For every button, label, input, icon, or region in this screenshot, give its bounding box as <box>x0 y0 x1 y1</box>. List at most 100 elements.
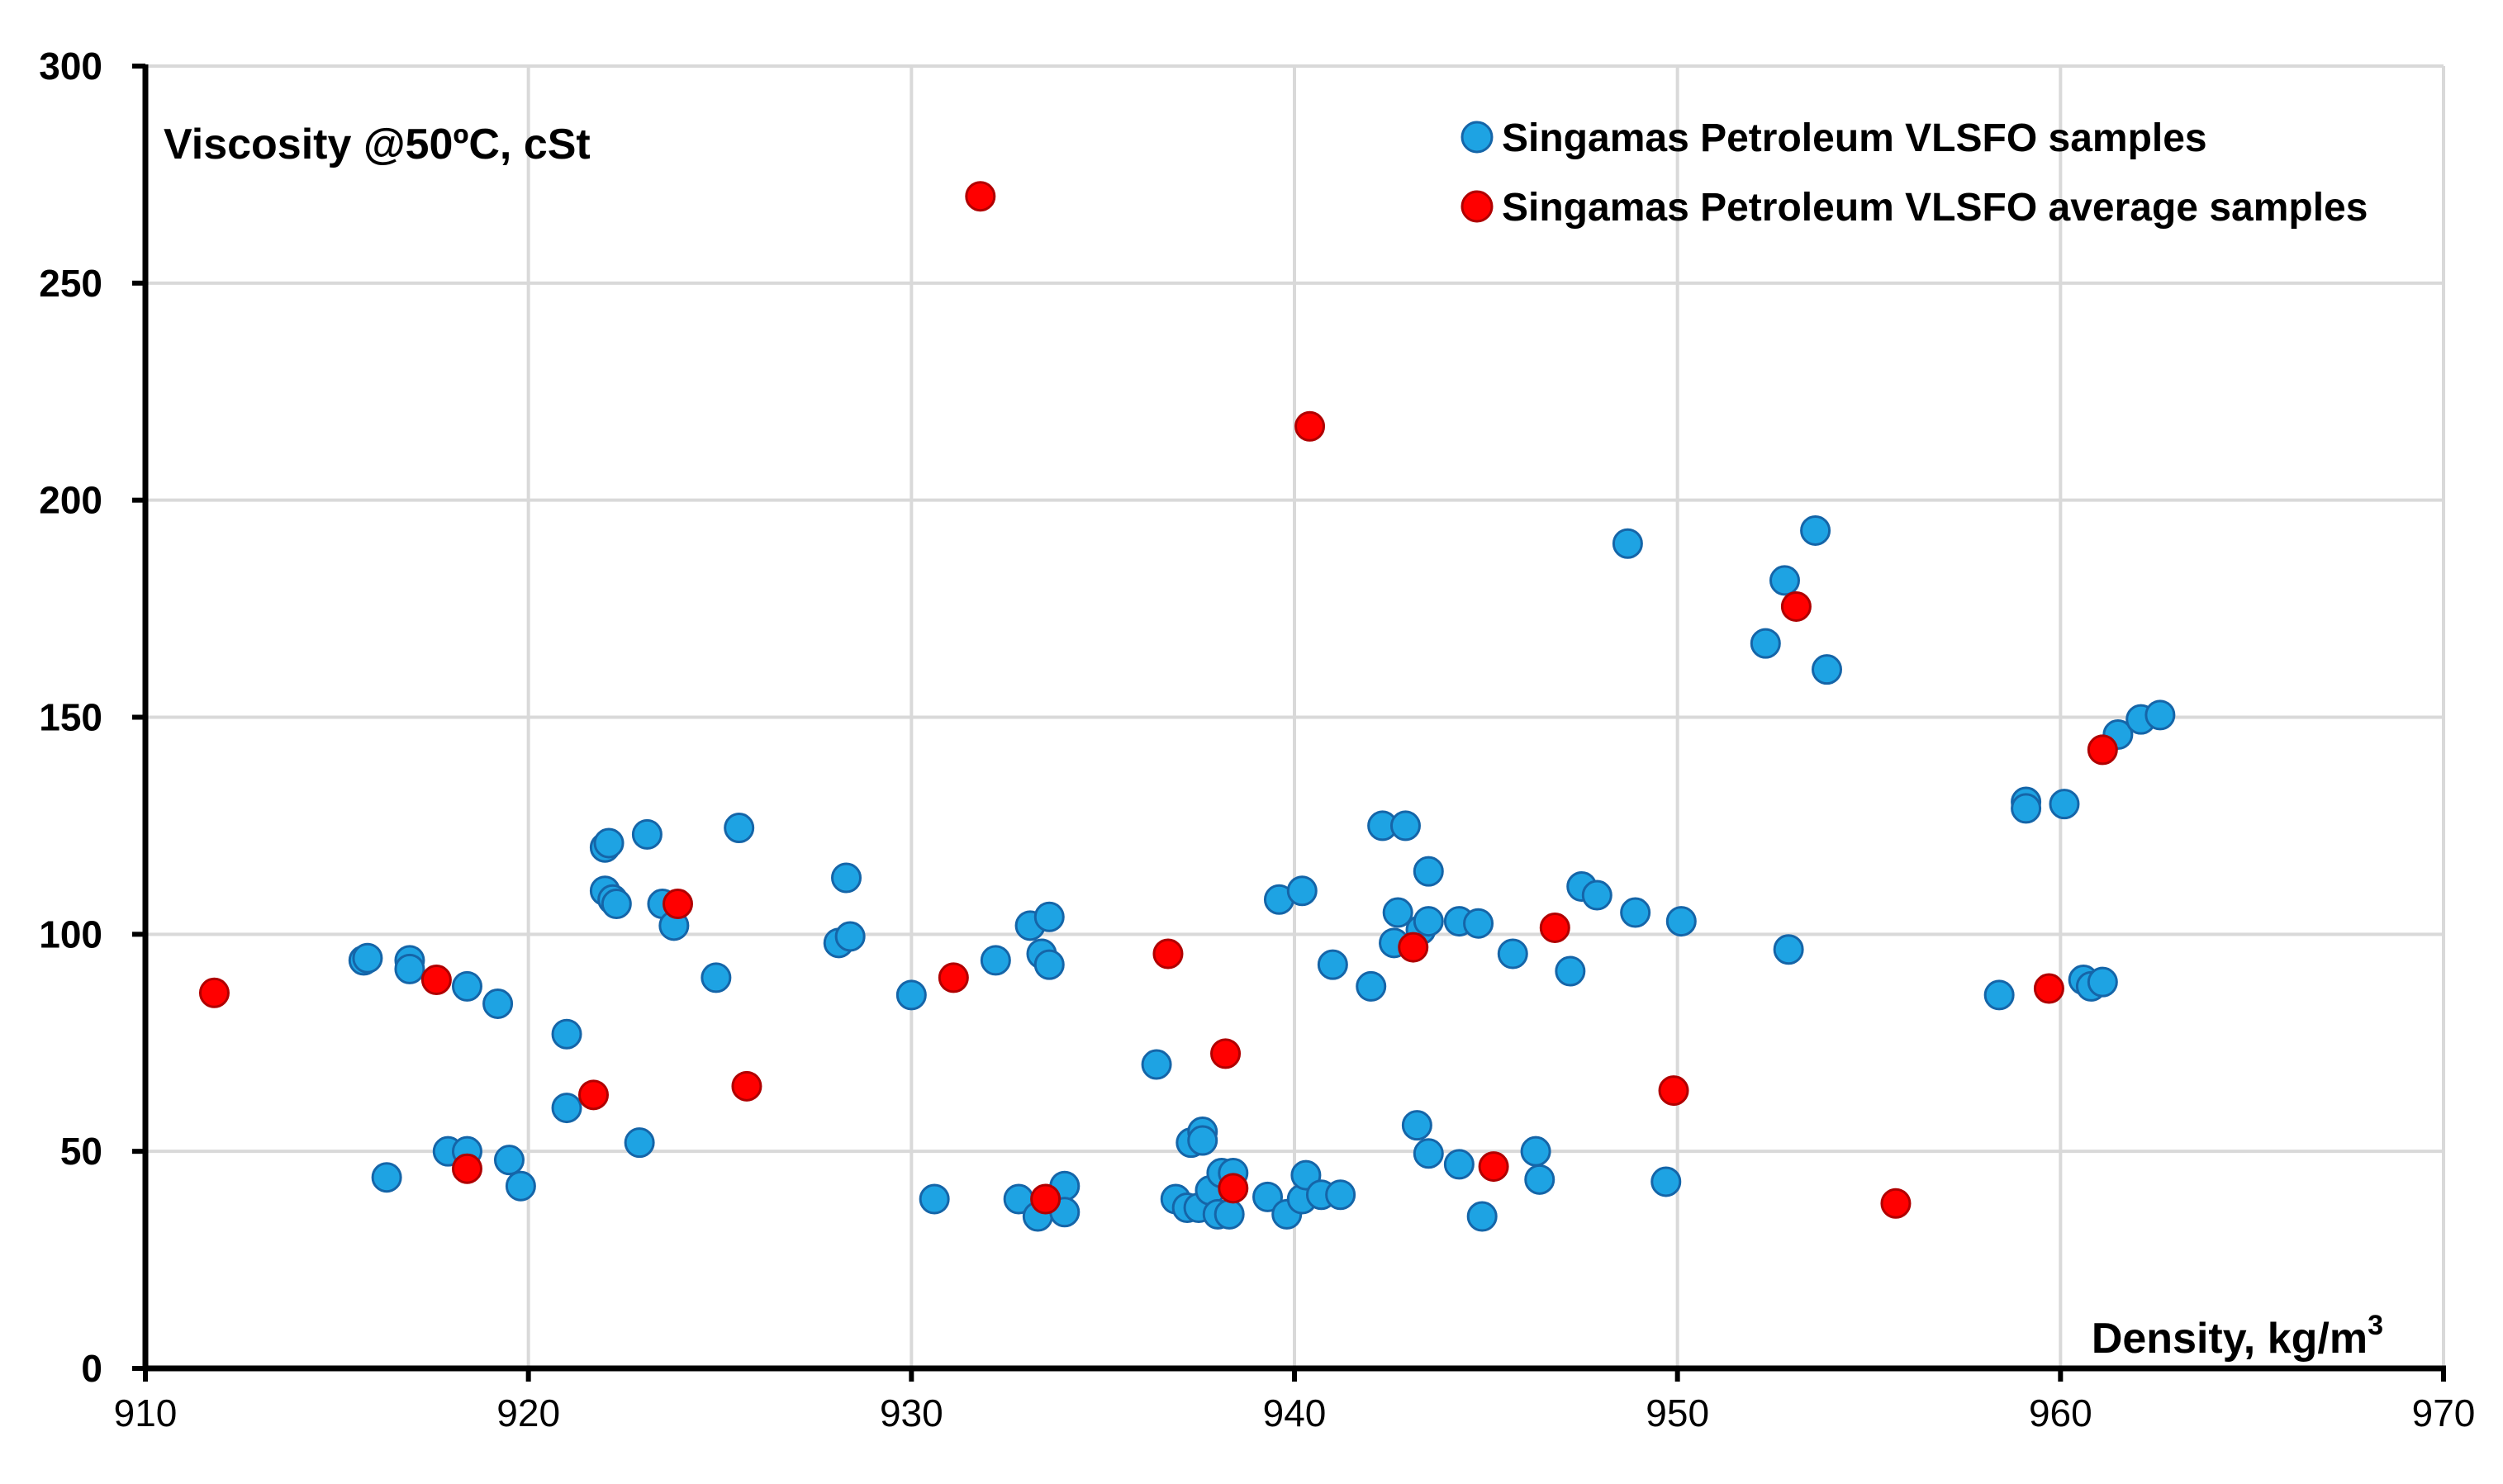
sample-point <box>2087 966 2118 998</box>
average-sample-point <box>731 1070 762 1102</box>
sample-point <box>834 921 866 952</box>
legend-label-average: Singamas Petroleum VLSFO average samples <box>1502 186 2368 230</box>
sample-point <box>2011 793 2042 824</box>
sample-point <box>1214 1198 1245 1230</box>
sample-point <box>451 970 482 1002</box>
sample-point <box>2049 789 2080 820</box>
grid <box>145 64 2445 1368</box>
y-tick-label: 100 <box>39 913 102 955</box>
x-axis-title-text: Density, kg/m <box>2092 1315 2368 1363</box>
sample-point <box>601 889 632 920</box>
sample-point <box>1750 628 1781 659</box>
average-sample-point <box>965 181 996 212</box>
sample-point <box>1413 856 1444 887</box>
sample-point <box>624 1127 655 1159</box>
average-sample-point <box>451 1153 482 1184</box>
sample-point <box>831 862 862 894</box>
tick-labels: 0 50 100 150 200 250 300 910 920 930 940 950 960 970 <box>39 45 2475 1434</box>
average-sample-point <box>577 1079 609 1111</box>
sample-point <box>493 1145 525 1176</box>
sample-point <box>631 818 663 850</box>
sample-point <box>1286 875 1318 907</box>
sample-point <box>1581 879 1612 911</box>
sample-point <box>551 1018 582 1050</box>
axes <box>132 64 2446 1382</box>
sample-point <box>1356 970 1387 1002</box>
sample-point <box>919 1183 950 1215</box>
sample-point <box>1773 934 1804 965</box>
y-tick-label: 50 <box>60 1130 102 1173</box>
average-sample-point <box>1658 1075 1689 1107</box>
y-axis-title: Viscosity @50ºC, cSt <box>164 121 591 168</box>
sample-point <box>551 1093 582 1124</box>
average-sample-point <box>420 965 452 996</box>
sample-point <box>1141 1049 1172 1080</box>
sample-point <box>394 953 425 984</box>
legend-marker-samples <box>1460 121 1494 154</box>
sample-point <box>371 1162 402 1193</box>
average-sample-point <box>1398 932 1429 963</box>
x-tick-label: 970 <box>2412 1392 2476 1434</box>
average-sample-point <box>1780 590 1812 622</box>
sample-point <box>980 945 1011 976</box>
average-sample-point <box>1210 1038 1242 1069</box>
sample-point <box>1466 1201 1498 1232</box>
sample-point <box>701 962 732 993</box>
sample-point <box>1665 906 1697 937</box>
x-tick-label: 940 <box>1263 1392 1327 1434</box>
sample-point <box>1382 897 1413 928</box>
sample-point <box>1317 949 1348 980</box>
average-sample-point <box>1478 1151 1509 1183</box>
sample-point <box>1463 908 1494 939</box>
average-sample-point <box>2087 734 2118 766</box>
sample-point <box>1033 901 1065 932</box>
sample-point <box>352 942 383 974</box>
sample-point <box>505 1170 536 1202</box>
average-sample-point <box>198 977 230 1008</box>
x-tick-label: 930 <box>880 1392 943 1434</box>
legend: Singamas Petroleum VLSFO samples Singama… <box>1460 116 2368 230</box>
sample-point <box>1769 565 1800 596</box>
x-tick-label: 910 <box>114 1392 178 1434</box>
sample-point <box>1187 1125 1218 1156</box>
average-sample-point <box>938 962 969 993</box>
average-sample-point <box>1294 410 1326 442</box>
sample-point <box>2144 699 2176 731</box>
sample-point <box>1497 938 1528 970</box>
data-points <box>198 181 2176 1232</box>
sample-point <box>1650 1166 1682 1197</box>
sample-point <box>1325 1179 1356 1211</box>
x-tick-label: 920 <box>496 1392 560 1434</box>
sample-point <box>1811 654 1842 685</box>
y-tick-label: 300 <box>39 45 102 88</box>
average-sample-point <box>1030 1183 1062 1215</box>
y-tick-label: 250 <box>39 262 102 305</box>
sample-point <box>1620 897 1651 928</box>
average-sample-point <box>1880 1188 1912 1219</box>
sample-point <box>1983 979 2015 1011</box>
sample-point <box>1612 528 1643 559</box>
sample-point <box>724 813 755 844</box>
sample-point <box>1389 810 1421 842</box>
x-tick-label: 950 <box>1646 1392 1709 1434</box>
y-tick-label: 0 <box>81 1347 102 1390</box>
y-tick-label: 200 <box>39 479 102 522</box>
sample-point <box>1555 955 1586 987</box>
sample-point <box>1252 1181 1284 1212</box>
y-tick-label: 150 <box>39 696 102 739</box>
legend-marker-average <box>1460 190 1494 223</box>
sample-point <box>1401 1110 1432 1141</box>
average-sample-point <box>2033 973 2064 1004</box>
sample-point <box>593 827 625 859</box>
legend-label-samples: Singamas Petroleum VLSFO samples <box>1502 116 2207 160</box>
sample-point <box>1413 1138 1444 1169</box>
sample-point <box>1443 1149 1475 1180</box>
average-sample-point <box>1218 1173 1249 1204</box>
sample-point <box>1520 1136 1551 1167</box>
x-axis-title: Density, kg/m3 <box>2092 1310 2383 1363</box>
sample-point <box>1800 514 1831 546</box>
x-tick-label: 960 <box>2029 1392 2092 1434</box>
sample-point <box>482 988 514 1019</box>
sample-point <box>1413 906 1444 937</box>
